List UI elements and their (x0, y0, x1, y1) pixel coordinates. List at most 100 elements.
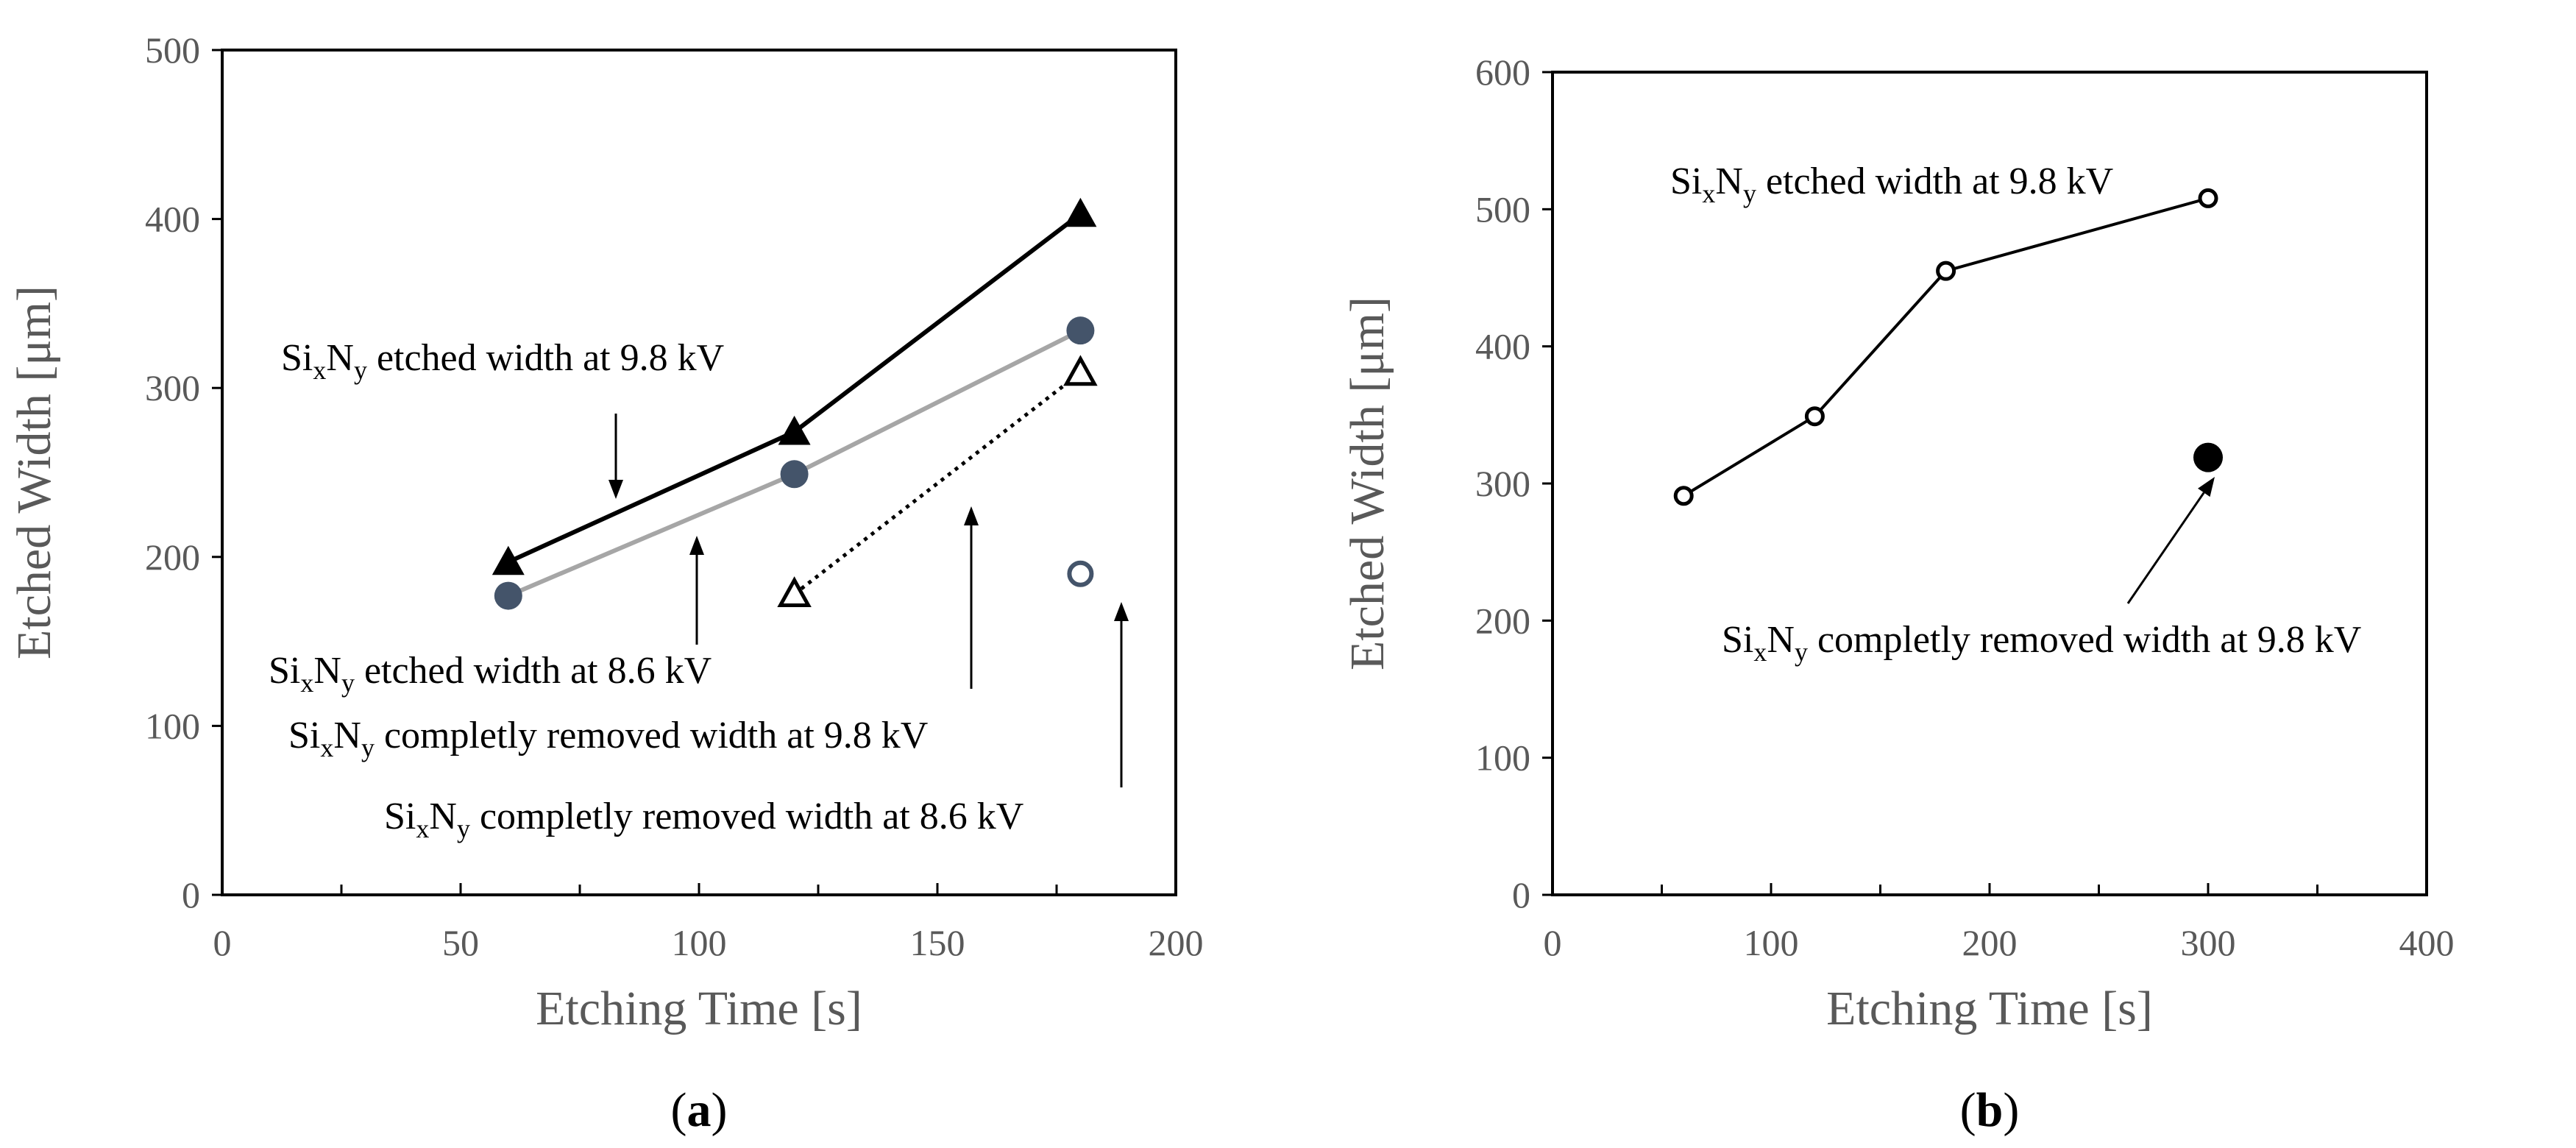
arrow-1-head (608, 480, 623, 499)
annotation-1-base: Si (281, 337, 313, 379)
annotation-3-rest: completly removed width at 9.8 kV (375, 715, 928, 757)
annotation-2-base: Si (269, 650, 300, 692)
panel-label-letter: a (687, 1083, 712, 1137)
series-0-point (778, 415, 811, 445)
annotation-2-base: Si (1722, 619, 1753, 661)
annotation-2: SixNy completly removed width at 9.8 kV (1722, 619, 2361, 667)
series-0-point (492, 545, 525, 575)
x-axis-label: Etching Time [s] (536, 982, 862, 1035)
panel-label-close: ) (2003, 1083, 2019, 1137)
arrow-4-head (1114, 602, 1129, 621)
series-0-point (1936, 261, 1956, 281)
annotation-4-mid: N (429, 796, 457, 837)
annotation-1-sub1: x (313, 355, 326, 385)
annotation-2-rest: etched width at 8.6 kV (355, 650, 712, 692)
x-tick-label: 200 (1149, 922, 1204, 963)
annotation-2-mid: N (313, 650, 341, 692)
series-0-point (2198, 188, 2218, 208)
annotation-2-mid: N (1767, 619, 1795, 661)
y-tick-label: 500 (145, 29, 200, 71)
series-0-point (1064, 197, 1097, 227)
arrow-4 (1114, 602, 1129, 787)
y-tick-label: 300 (145, 367, 200, 408)
annotation-1-mid: N (326, 337, 354, 379)
y-axis-label: Etched Width [μm] (7, 286, 61, 659)
annotation-3-sub1: x (320, 733, 333, 762)
y-tick-label: 200 (1475, 600, 1530, 641)
series-line-0 (1683, 196, 2209, 497)
y-tick-label: 100 (1475, 737, 1530, 779)
arrow-2 (689, 536, 704, 645)
panel-label-letter: b (1976, 1083, 2004, 1137)
annotation-2-sub2: y (1795, 637, 1808, 667)
annotation-1: SixNy etched width at 9.8 kV (1670, 160, 2113, 208)
arrow-1 (2126, 477, 2215, 604)
series-3-point (1067, 560, 1094, 587)
panel-label: (b) (1960, 1083, 2020, 1137)
annotation-1-rest: etched width at 9.8 kV (367, 337, 724, 379)
annotation-1: SixNy etched width at 9.8 kV (281, 337, 724, 385)
y-axis-label: Etched Width [μm] (1341, 297, 1394, 670)
series-2-point (1063, 355, 1098, 386)
series-1-point (780, 460, 809, 489)
y-tick-label: 200 (145, 536, 200, 578)
arrow-1 (608, 414, 623, 499)
series-1-point (1066, 316, 1095, 345)
x-tick-label: 100 (1744, 922, 1799, 963)
annotation-1-mid: N (1715, 160, 1743, 202)
annotation-1-rest: etched width at 9.8 kV (1756, 160, 2113, 202)
annotation-4-rest: completly removed width at 8.6 kV (470, 796, 1023, 837)
annotation-1-sub1: x (1702, 179, 1715, 208)
annotation-3-base: Si (288, 715, 320, 757)
plot-frame (221, 49, 1177, 896)
arrow-1-head (2198, 477, 2215, 497)
annotation-3-sub2: y (361, 733, 375, 762)
series-0-point (1673, 486, 1694, 506)
series-1-point (494, 581, 522, 610)
x-tick-label: 50 (442, 922, 479, 963)
annotation-3-mid: N (333, 715, 361, 757)
x-tick-label: 200 (1962, 922, 2018, 963)
x-tick-label: 0 (1544, 922, 1562, 963)
x-tick-label: 150 (910, 922, 965, 963)
x-axis-label: Etching Time [s] (1826, 982, 2153, 1035)
arrow-3-head (964, 506, 979, 525)
arrow-1-shaft (2126, 492, 2205, 604)
y-tick-label: 600 (1475, 52, 1530, 93)
panel-label-open: ( (1960, 1083, 1976, 1137)
panel-label-open: ( (671, 1083, 687, 1137)
series-0-point (1804, 406, 1825, 427)
annotation-4-base: Si (384, 796, 416, 837)
annotation-2-sub2: y (341, 668, 355, 698)
y-tick-label: 400 (1475, 326, 1530, 367)
annotation-4-sub1: x (416, 814, 429, 843)
annotation-1-sub2: y (1743, 179, 1756, 208)
y-tick-label: 100 (145, 705, 200, 746)
x-tick-label: 300 (2181, 922, 2236, 963)
annotation-2-sub1: x (300, 668, 313, 698)
annotation-2: SixNy etched width at 8.6 kV (269, 650, 712, 698)
panel-a: 0 50 100 150 200 0 100 200 300 400 500 Etching Time… (7, 29, 1204, 1137)
annotation-2-rest: completly removed width at 9.8 kV (1808, 619, 2361, 661)
annotation-3: SixNy completly removed width at 9.8 kV (288, 715, 928, 762)
annotation-1-base: Si (1670, 160, 1702, 202)
y-tick-label: 0 (1512, 874, 1530, 915)
y-tick-label: 0 (182, 874, 200, 915)
series-2-point (777, 576, 812, 608)
annotation-2-sub1: x (1753, 637, 1767, 667)
series-1-point (2193, 442, 2223, 472)
x-tick-label: 400 (2399, 922, 2455, 963)
panel-b: 0 100 200 300 400 0 100 200 300 400 500 600 Etching … (1341, 52, 2455, 1137)
annotation-1-sub2: y (354, 355, 367, 385)
arrow-3 (964, 506, 979, 689)
x-tick-label: 0 (213, 922, 232, 963)
series-line-0 (507, 212, 1082, 564)
annotation-4-sub2: y (457, 814, 470, 843)
y-tick-label: 500 (1475, 188, 1530, 230)
series-line-2 (793, 371, 1082, 596)
panel-label-close: ) (712, 1083, 728, 1137)
y-tick-label: 400 (145, 199, 200, 240)
x-tick-label: 100 (672, 922, 727, 963)
annotation-4: SixNy completly removed width at 8.6 kV (384, 796, 1023, 843)
